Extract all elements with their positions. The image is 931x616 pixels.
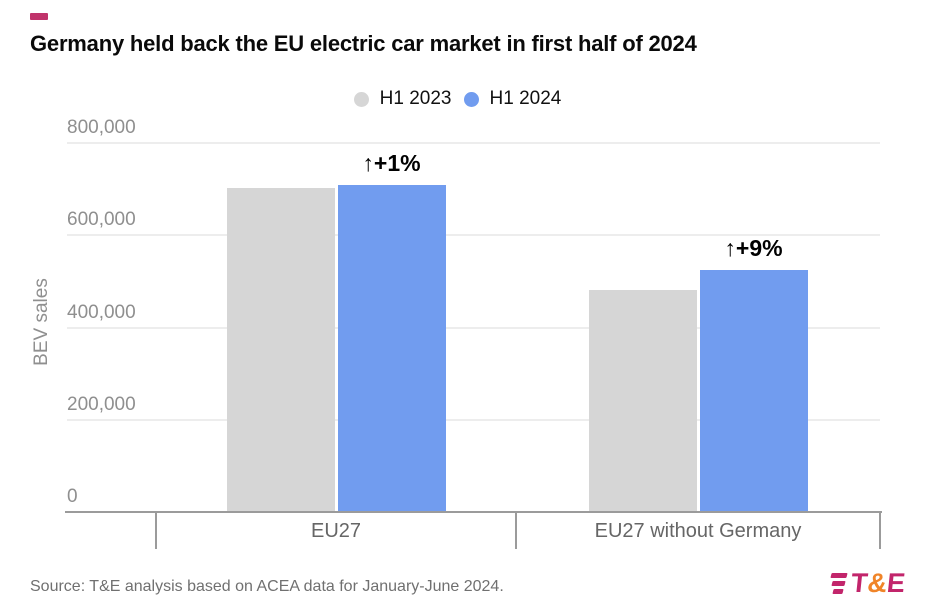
y-tick-label: 200,000 [67, 393, 136, 415]
legend-item-h1-2024: H1 2024 [463, 88, 562, 110]
bar-h1-2024 [699, 269, 808, 511]
axis-tick [879, 512, 881, 549]
y-tick-label: 0 [67, 486, 78, 507]
y-axis-title: BEV sales [31, 278, 52, 366]
footer: Source: T&E analysis based on ACEA data … [0, 568, 931, 599]
legend-label-h1-2023: H1 2023 [379, 88, 452, 109]
y-tick-label: 400,000 [67, 301, 136, 323]
legend: H1 2023 H1 2024 [0, 88, 915, 110]
te-logo: T&E [826, 568, 907, 599]
bar-h1-2023 [588, 289, 697, 511]
bar-h1-2023 [226, 188, 335, 511]
y-tick-label: 600,000 [67, 209, 136, 231]
gridline [67, 234, 880, 237]
source-text: Source: T&E analysis based on ACEA data … [30, 577, 504, 595]
chart-title: Germany held back the EU electric car ma… [30, 31, 697, 56]
gridline [67, 142, 880, 144]
logo-stripes-icon [826, 573, 848, 594]
growth-annotation: ↑+1% [362, 149, 421, 176]
logo-text: T&E [849, 568, 906, 599]
category-label: EU27 [310, 520, 362, 542]
x-axis [65, 511, 882, 513]
y-tick-label: 800,000 [67, 117, 136, 138]
axis-tick [155, 512, 157, 549]
legend-dot-h1-2023-icon [353, 91, 369, 107]
accent-dash [30, 13, 48, 20]
legend-dot-h1-2024-icon [463, 91, 479, 107]
logo-letter-e: E [885, 568, 907, 598]
growth-annotation: ↑+9% [724, 234, 783, 261]
gridline [67, 418, 880, 421]
category-label: EU27 without Germany [594, 520, 802, 542]
axis-tick [515, 512, 517, 549]
bar-h1-2024 [337, 184, 446, 511]
legend-label-h1-2024: H1 2024 [489, 88, 562, 109]
legend-item-h1-2023: H1 2023 [353, 88, 452, 110]
gridline [67, 326, 880, 329]
